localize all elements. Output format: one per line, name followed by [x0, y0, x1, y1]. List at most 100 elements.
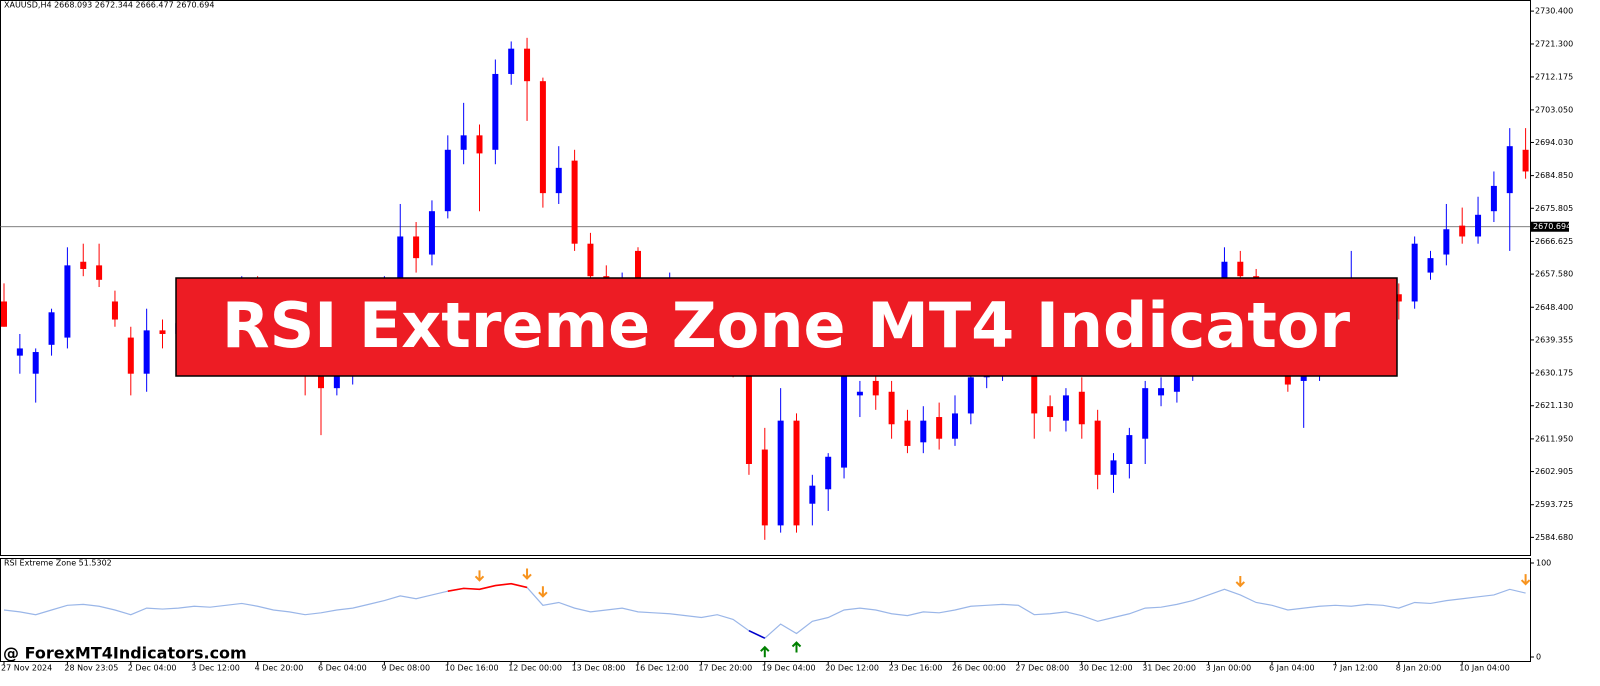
- candle-body: [1475, 214, 1482, 237]
- candle-body: [143, 330, 150, 374]
- candle-body: [32, 352, 39, 374]
- candle-body: [111, 301, 118, 320]
- x-tick-label: 30 Dec 12:00: [1079, 664, 1133, 673]
- candle-body: [413, 236, 420, 259]
- overbought-line: [447, 582, 528, 592]
- candle-body: [492, 73, 499, 150]
- y-tick-label: 2666.625: [1535, 237, 1573, 246]
- candle-body: [524, 48, 531, 82]
- banner: [175, 277, 1398, 377]
- candle-body: [476, 135, 483, 154]
- y-tick-label: 2712.175: [1535, 72, 1573, 81]
- x-tick-label: 9 Dec 08:00: [381, 664, 430, 673]
- y-tick-label: 2648.400: [1535, 303, 1573, 312]
- indicator-title: RSI Extreme Zone 51.5302: [4, 559, 112, 568]
- x-tick-label: 31 Dec 20:00: [1142, 664, 1196, 673]
- candle-body: [16, 348, 23, 356]
- x-tick-label: 6 Dec 04:00: [318, 664, 367, 673]
- candle-body: [333, 373, 340, 389]
- candle-body: [793, 420, 800, 526]
- sell-arrow: [1520, 574, 1531, 586]
- candle-body: [1522, 149, 1529, 172]
- sell-arrow: [1235, 575, 1246, 588]
- candle-body: [777, 420, 784, 526]
- x-tick-label: 17 Dec 20:00: [698, 664, 752, 673]
- current-price-box: [1531, 221, 1569, 232]
- x-tick-label: 19 Dec 04:00: [762, 664, 816, 673]
- y-tick-label: 2602.905: [1535, 467, 1573, 476]
- candle-body: [936, 417, 943, 439]
- buy-arrow: [760, 645, 770, 658]
- candle-body: [952, 413, 958, 439]
- candle-body: [1142, 388, 1149, 439]
- candle-body: [1110, 460, 1117, 475]
- candle-body: [96, 265, 103, 280]
- candle-body: [1427, 258, 1434, 273]
- oversold-line: [748, 629, 766, 639]
- candle-body: [920, 420, 927, 443]
- candle-body: [80, 261, 87, 269]
- y-tick-label: 2593.725: [1535, 500, 1573, 509]
- x-tick-label: 16 Dec 12:00: [635, 664, 689, 673]
- y-tick-label: 100: [1536, 559, 1551, 568]
- x-tick-label: 10 Jan 04:00: [1459, 664, 1510, 673]
- y-tick-label: 2639.355: [1535, 335, 1573, 344]
- candle-body: [1490, 185, 1497, 212]
- x-tick-label: 3 Dec 12:00: [191, 664, 240, 673]
- candle-body: [1047, 406, 1054, 418]
- x-tick-label: 2 Dec 04:00: [128, 664, 177, 673]
- candle-body: [888, 391, 895, 425]
- buy-arrow: [791, 641, 802, 653]
- y-tick-label: 2584.680: [1535, 533, 1573, 542]
- x-tick-label: 12 Dec 00:00: [508, 664, 562, 673]
- y-tick-label: 2684.850: [1535, 171, 1573, 180]
- y-tick-label: 2675.805: [1535, 204, 1573, 213]
- candle-body: [1459, 225, 1466, 237]
- x-tick-label: 27 Nov 2024: [1, 664, 52, 673]
- candle-body: [904, 420, 911, 446]
- candle-body: [1443, 229, 1450, 255]
- candle-body: [428, 211, 435, 255]
- main-frame: [0, 0, 1531, 556]
- candle-body: [48, 312, 55, 345]
- candle-body: [587, 243, 594, 277]
- candle-body: [856, 391, 863, 396]
- x-tick-label: 13 Dec 08:00: [572, 664, 626, 673]
- candle-body: [1126, 435, 1133, 464]
- y-tick-label: 0: [1536, 653, 1541, 662]
- x-tick-label: 23 Dec 16:00: [889, 664, 943, 673]
- x-tick-label: 8 Jan 20:00: [1396, 664, 1442, 673]
- candle-body: [571, 160, 578, 244]
- y-tick-label: 2694.030: [1535, 138, 1573, 147]
- candle-body: [1237, 261, 1244, 277]
- candle-body: [761, 449, 768, 526]
- y-tick-label: 2721.300: [1535, 39, 1573, 48]
- watermark: @ ForexMT4Indicators.com: [3, 644, 247, 663]
- candle-body: [872, 380, 879, 396]
- y-tick-label: 2703.050: [1535, 105, 1573, 114]
- candle-body: [1395, 294, 1402, 302]
- x-tick-label: 28 Nov 23:05: [64, 664, 118, 673]
- candle-body: [1300, 373, 1307, 381]
- candle-body: [397, 236, 404, 295]
- candle-body: [444, 149, 451, 212]
- candle-body: [1158, 388, 1165, 396]
- x-tick-label: 7 Jan 12:00: [1332, 664, 1378, 673]
- sell-arrow: [474, 570, 485, 582]
- candle-body: [967, 377, 974, 414]
- candle-body: [1062, 395, 1069, 421]
- current-price-label: 2670.694: [1533, 222, 1571, 231]
- y-tick-label: 2611.950: [1535, 434, 1573, 443]
- sell-arrow: [522, 568, 532, 580]
- candle-body: [1173, 373, 1180, 392]
- y-tick-label: 2657.580: [1535, 270, 1573, 279]
- indicator-line: [3, 583, 1526, 639]
- candle-body: [460, 135, 467, 150]
- candle-body: [555, 167, 562, 194]
- x-tick-label: 4 Dec 20:00: [255, 664, 304, 673]
- banner-title: RSI Extreme Zone MT4 Indicator: [222, 289, 1351, 362]
- candle-body: [809, 485, 816, 504]
- candle-body: [825, 456, 832, 490]
- candle-body: [318, 366, 324, 389]
